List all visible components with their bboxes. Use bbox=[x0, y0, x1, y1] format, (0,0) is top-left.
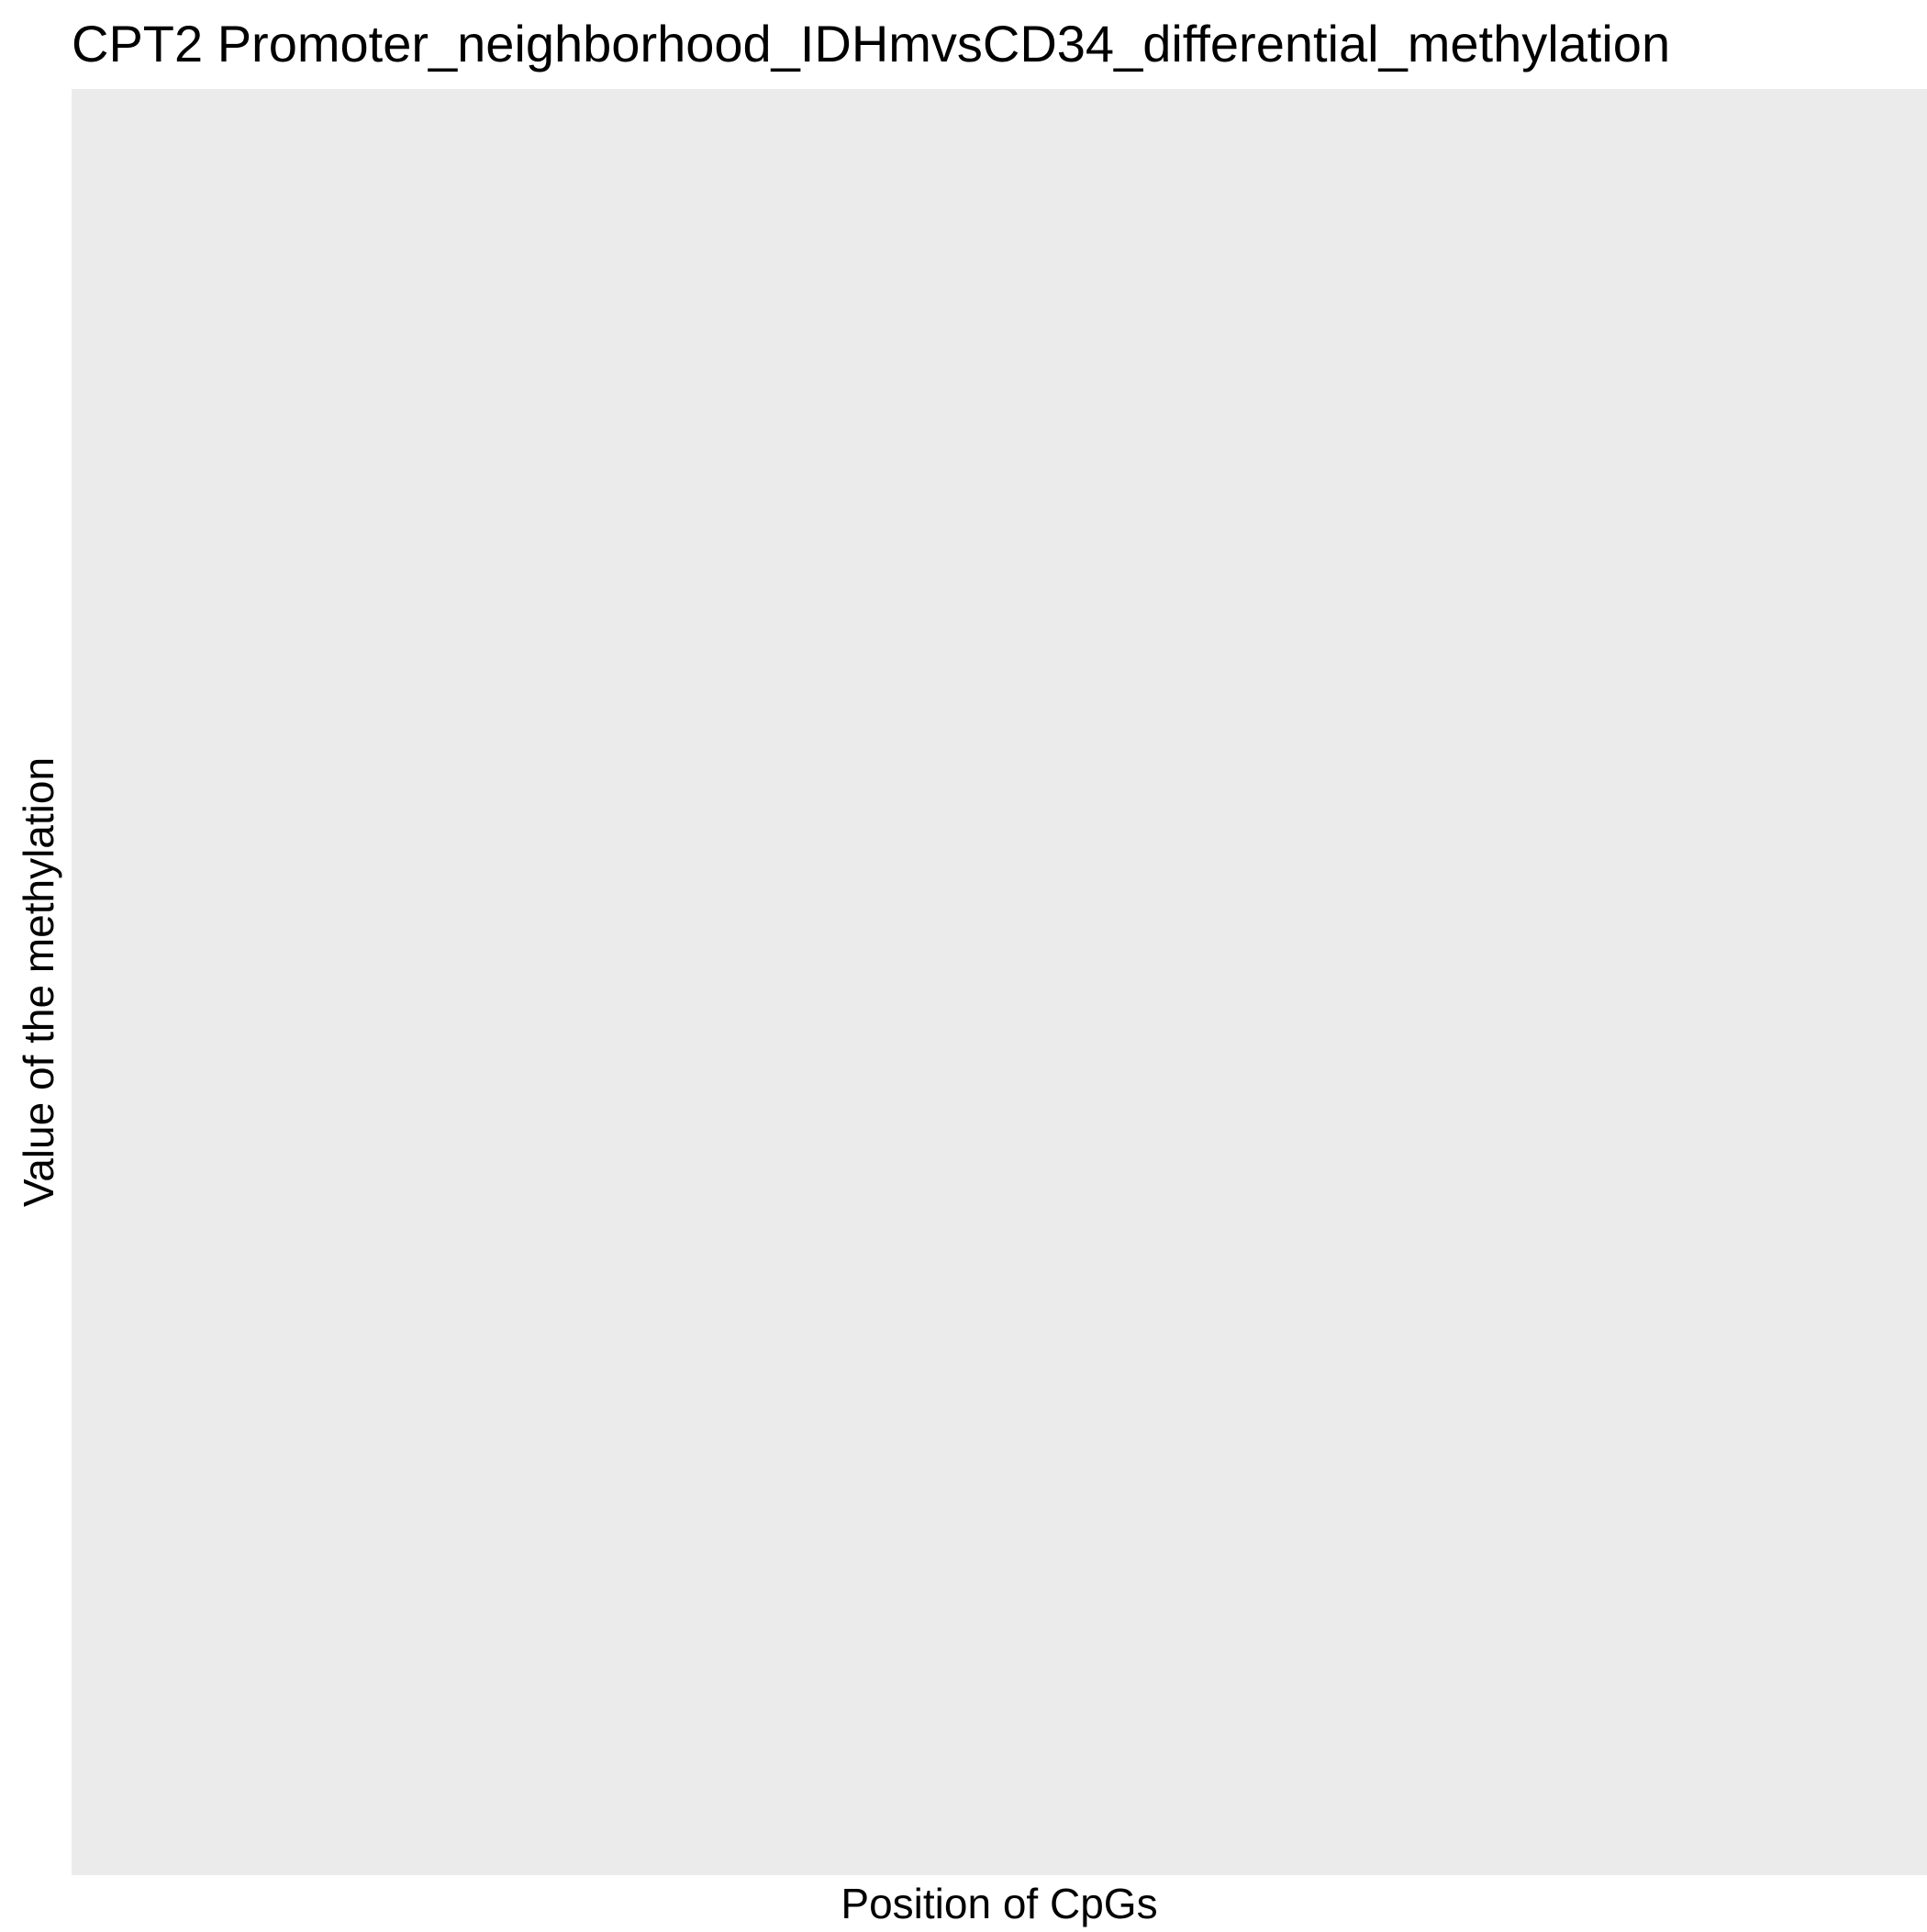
plot-panel bbox=[72, 89, 1927, 1875]
x-axis-label: Position of CpGs bbox=[841, 1880, 1158, 1927]
chart-title: CPT2 Promoter_neighborhood_IDHmvsCD34_di… bbox=[72, 15, 1671, 73]
y-axis-label: Value of the methylation bbox=[15, 756, 62, 1208]
